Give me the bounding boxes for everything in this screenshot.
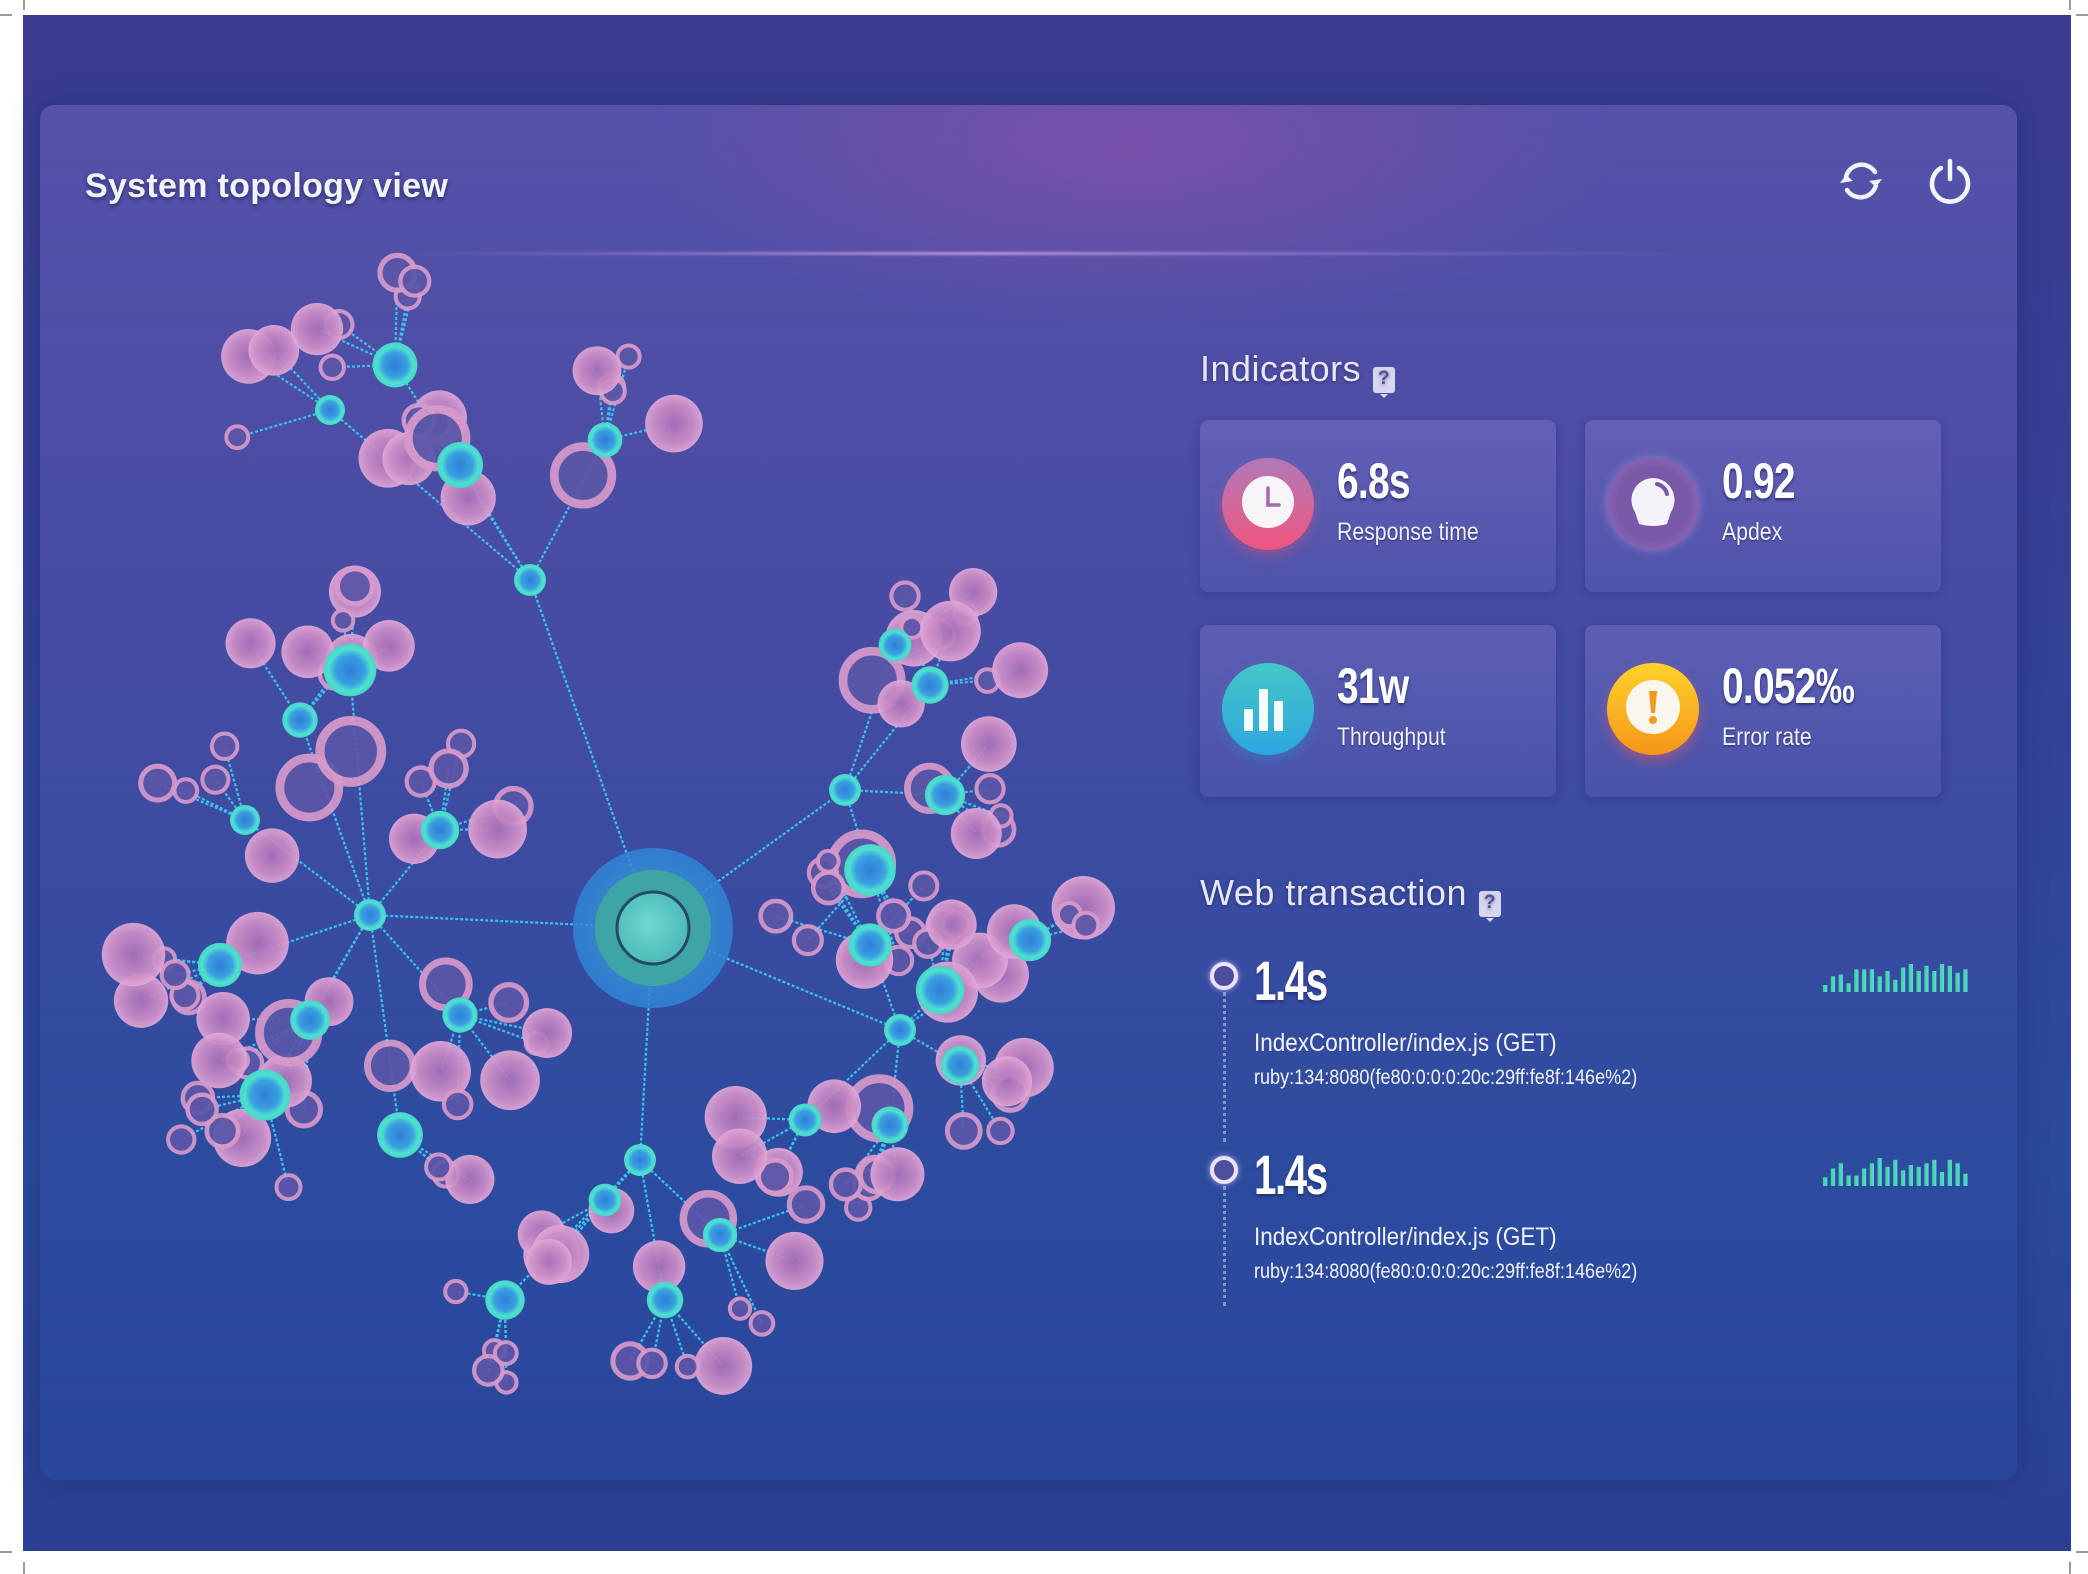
indicators-title: Indicators <box>1200 348 1362 389</box>
web-transaction-heading: Web transaction? <box>1200 872 1501 922</box>
transaction-host: ruby:134:8080(fe80:0:0:0:20c:29ff:fe8f:1… <box>1254 1260 1638 1283</box>
topology-canvas[interactable] <box>100 252 1160 1475</box>
hub-node[interactable] <box>573 848 733 1008</box>
response-time-label: Response time <box>1337 518 1479 546</box>
transaction-name: IndexController/index.js (GET) <box>1254 1223 1557 1251</box>
clock-icon <box>1222 458 1314 550</box>
crop-mark <box>0 1551 12 1553</box>
help-icon[interactable]: ? <box>1373 367 1396 398</box>
sparkline-chart <box>1822 1156 1970 1187</box>
transaction-duration: 1.4s <box>1254 949 1328 1012</box>
web-transaction-title: Web transaction <box>1200 872 1467 913</box>
crop-mark <box>2076 14 2088 16</box>
page-title: System topology view <box>85 167 449 205</box>
indicator-card-error-rate[interactable]: 0.052‰ Error rate <box>1585 625 1941 797</box>
refresh-icon <box>1840 162 1882 200</box>
topology-panel: System topology view <box>40 105 2017 1480</box>
indicator-card-apdex[interactable]: 0.92 Apdex <box>1585 420 1941 592</box>
transaction-duration: 1.4s <box>1254 1143 1328 1206</box>
header-divider <box>400 252 1700 255</box>
crop-mark <box>0 14 12 16</box>
refresh-button[interactable] <box>1835 155 1887 207</box>
timeline-dot <box>1210 962 1238 990</box>
error-rate-value: 0.052‰ <box>1722 658 1855 714</box>
throughput-label: Throughput <box>1337 723 1446 751</box>
timeline-dot <box>1210 1156 1238 1184</box>
apdex-label: Apdex <box>1722 518 1783 546</box>
topology-nodes <box>101 252 1115 1395</box>
indicator-card-throughput[interactable]: 31w Throughput <box>1200 625 1556 797</box>
crop-mark <box>23 1562 25 1574</box>
apdex-value: 0.92 <box>1722 453 1796 509</box>
alert-icon <box>1607 663 1699 755</box>
transaction-name: IndexController/index.js (GET) <box>1254 1029 1557 1057</box>
response-time-value: 6.8s <box>1337 453 1411 509</box>
throughput-value: 31w <box>1337 658 1409 714</box>
dashboard-background: System topology view <box>23 15 2071 1551</box>
transaction-host: ruby:134:8080(fe80:0:0:0:20c:29ff:fe8f:1… <box>1254 1066 1638 1089</box>
crop-mark <box>2076 1551 2088 1553</box>
bar-chart-icon <box>1222 663 1314 755</box>
help-icon[interactable]: ? <box>1478 891 1501 922</box>
timeline-connector <box>1223 1186 1226 1306</box>
indicators-heading: Indicators? <box>1200 348 1396 398</box>
timeline-connector <box>1223 992 1226 1142</box>
indicator-card-response-time[interactable]: 6.8s Response time <box>1200 420 1556 592</box>
bulb-icon <box>1607 458 1699 550</box>
crop-mark <box>2069 0 2071 10</box>
transaction-item[interactable]: 1.4s IndexController/index.js (GET) ruby… <box>1210 1143 1970 1326</box>
crop-mark <box>23 0 25 10</box>
error-rate-label: Error rate <box>1722 723 1812 751</box>
crop-mark <box>2069 1562 2071 1574</box>
power-icon <box>1929 158 1971 204</box>
power-button[interactable] <box>1924 155 1976 207</box>
sparkline-chart <box>1822 962 1970 993</box>
topology-graph[interactable] <box>100 252 1160 1475</box>
transaction-item[interactable]: 1.4s IndexController/index.js (GET) ruby… <box>1210 949 1970 1142</box>
